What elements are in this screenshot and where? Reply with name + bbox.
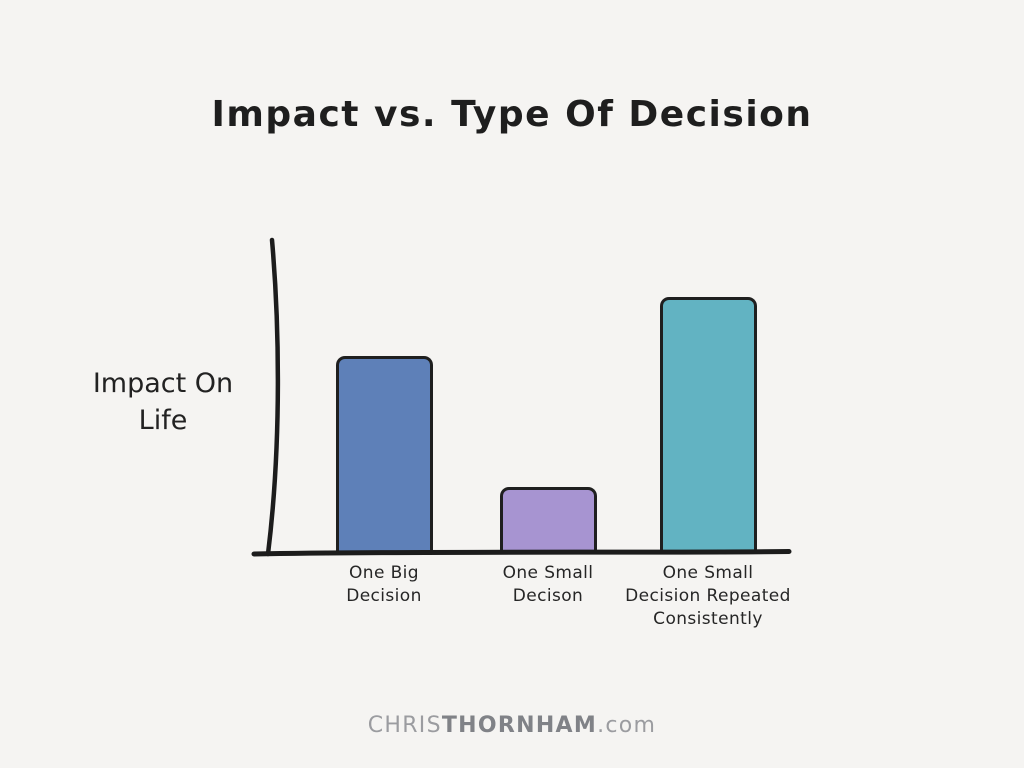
x-label-line: Consistently [653,609,763,629]
y-axis-label: Impact On Life [53,365,273,439]
y-axis-label-line1: Impact On [92,368,234,399]
x-label-line: Decision [346,586,422,606]
x-label-2: One Small Decison [433,562,663,608]
x-label-1: One Big Decision [269,562,499,608]
x-label-line: One Big [349,563,419,583]
x-label-line: Decision Repeated [625,586,791,606]
x-label-line: One Small [502,563,594,583]
footer-suffix: .com [597,713,657,738]
x-label-3: One Small Decision Repeated Consistently [593,562,823,631]
site-footer: CHRISTHORNHAM.com [0,713,1024,738]
footer-prefix: CHRIS [367,713,442,738]
bar-2 [499,487,597,553]
bar-3 [659,297,757,553]
chart-title: Impact vs. Type Of Decision [211,94,813,135]
y-axis-label-line2: Life [138,405,188,436]
footer-bold: THORNHAM [441,713,598,738]
bar-1 [335,356,433,553]
x-label-line: One Small [662,563,754,583]
x-label-line: Decison [512,586,584,606]
